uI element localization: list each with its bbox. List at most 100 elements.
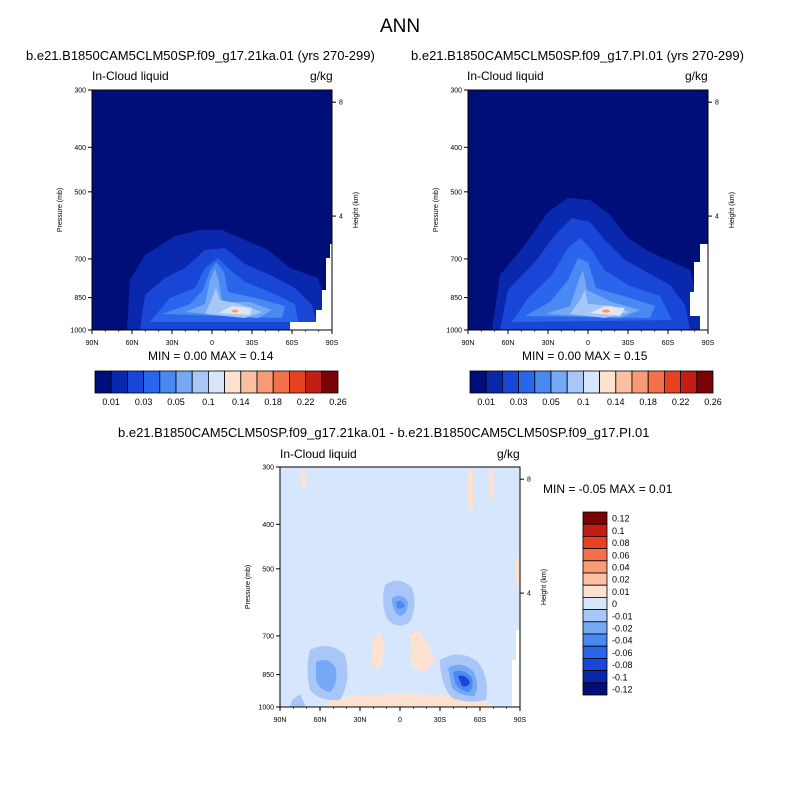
- colorbar-label: 0.14: [232, 397, 250, 407]
- y2-tick-label: 8: [339, 100, 343, 107]
- colorbar-swatch: [550, 370, 568, 394]
- colorbar-label: 0.01: [612, 587, 630, 597]
- colorbar-swatch: [175, 370, 193, 394]
- panel-1-colorbar: 0.01 0.03 0.05 0.1 0.14 0.18 0.22 0.26: [94, 370, 347, 407]
- colorbar-swatch: [501, 370, 519, 394]
- x-tick-label: 90N: [86, 340, 99, 347]
- colorbar-label: 0.1: [612, 526, 625, 536]
- colorbar-label: -0.12: [612, 685, 633, 695]
- colorbar-swatch: [272, 370, 290, 394]
- panel-3-units: g/kg: [497, 447, 520, 461]
- colorbar-swatch: [599, 370, 617, 394]
- colorbar-label: -0.08: [612, 660, 633, 670]
- y2-tick-label: 8: [715, 100, 719, 107]
- y-tick-label: 500: [450, 189, 462, 196]
- panel-3-left-label: In-Cloud liquid: [280, 447, 357, 461]
- colorbar-swatch: [582, 572, 608, 586]
- x-tick-label: 60S: [474, 717, 487, 724]
- colorbar-swatch: [518, 370, 536, 394]
- x-tick-label: 90S: [702, 340, 715, 347]
- x-tick-label: 0: [586, 340, 590, 347]
- x-tick-label: 60N: [126, 340, 139, 347]
- colorbar-swatch: [469, 370, 487, 394]
- colorbar-swatch: [305, 370, 323, 394]
- colorbar-swatch: [582, 658, 608, 672]
- colorbar-label: -0.01: [612, 611, 633, 621]
- y-tick-label: 400: [262, 522, 274, 529]
- colorbar-swatch: [256, 370, 274, 394]
- colorbar-label: 0.18: [264, 397, 282, 407]
- panel-1-left-label: In-Cloud liquid: [92, 69, 169, 83]
- panel-1-case-title: b.e21.B1850CAM5CLM50SP.f09_g17.21ka.01 (…: [26, 48, 375, 63]
- y-tick-label: 850: [262, 672, 274, 679]
- colorbar-swatch: [582, 621, 608, 635]
- y-tick-label: 850: [450, 295, 462, 302]
- colorbar-swatch: [680, 370, 698, 394]
- colorbar-swatch: [582, 511, 608, 525]
- x-tick-label: 60N: [502, 340, 515, 347]
- colorbar-swatch: [582, 523, 608, 537]
- colorbar-label: 0.26: [704, 397, 722, 407]
- panel-2-units: g/kg: [685, 69, 708, 83]
- y-tick-label: 700: [262, 633, 274, 640]
- panel-1-axes: 90N 60N 30N 0 30S 60S 90S 300 400 500 700 850 1000 Pr…: [57, 88, 360, 348]
- panel-3-case-title: b.e21.B1850CAM5CLM50SP.f09_g17.21ka.01 -…: [118, 425, 650, 440]
- colorbar-label: 0.26: [329, 397, 347, 407]
- panel-2-case-title: b.e21.B1850CAM5CLM50SP.f09_g17.PI.01 (yr…: [411, 48, 744, 63]
- colorbar-label: 0.05: [542, 397, 560, 407]
- colorbar-label: 0.12: [612, 514, 630, 524]
- colorbar-label: -0.02: [612, 624, 633, 634]
- colorbar-swatch: [582, 609, 608, 623]
- colorbar-swatch: [582, 560, 608, 574]
- panel-3-axes: 90N 60N 30N 0 30S 60S 90S 300 400 500 700 850 1000 Pr…: [245, 465, 548, 725]
- colorbar-swatch: [582, 536, 608, 550]
- x-tick-label: 60S: [286, 340, 299, 347]
- y-tick-label: 500: [74, 189, 86, 196]
- y-tick-label: 300: [262, 465, 274, 472]
- x-tick-label: 0: [210, 340, 214, 347]
- colorbar-swatch: [566, 370, 584, 394]
- colorbar-label: 0: [612, 599, 617, 609]
- colorbar-label: -0.1: [612, 672, 628, 682]
- colorbar-label: 0.03: [510, 397, 528, 407]
- colorbar-label: 0.02: [612, 575, 630, 585]
- x-tick-label: 0: [398, 717, 402, 724]
- x-tick-label: 30S: [434, 717, 447, 724]
- colorbar-label: 0.22: [672, 397, 690, 407]
- colorbar-label: 0.14: [607, 397, 625, 407]
- colorbar-swatch: [127, 370, 145, 394]
- colorbar-label: 0.1: [202, 397, 215, 407]
- colorbar-label: 0.03: [135, 397, 153, 407]
- colorbar-label: -0.06: [612, 648, 633, 658]
- y-axis-label: Pressure (mb): [245, 565, 252, 609]
- y2-axis-label: Height (km): [729, 192, 736, 228]
- y-tick-label: 1000: [446, 328, 462, 335]
- colorbar-label: 0.22: [297, 397, 315, 407]
- panel-2-contour-field: [468, 90, 708, 330]
- x-tick-label: 30N: [354, 717, 367, 724]
- colorbar-label: 0.06: [612, 550, 630, 560]
- panel-1-contour-field: [92, 90, 332, 330]
- colorbar-swatch: [534, 370, 552, 394]
- colorbar-label: 0.04: [612, 563, 630, 573]
- colorbar-swatch: [582, 584, 608, 598]
- colorbar-label: 0.08: [612, 538, 630, 548]
- y2-tick-label: 4: [339, 214, 343, 221]
- x-tick-label: 90N: [462, 340, 475, 347]
- y2-axis-label: Height (km): [353, 192, 360, 228]
- panel-3-minmax: MIN = -0.05 MAX = 0.01: [543, 482, 673, 496]
- colorbar-label: 0.01: [477, 397, 495, 407]
- colorbar-swatch: [159, 370, 177, 394]
- figure-title: ANN: [379, 16, 421, 37]
- x-tick-label: 60S: [662, 340, 675, 347]
- colorbar-swatch: [696, 370, 714, 394]
- colorbar-swatch: [582, 645, 608, 659]
- y-tick-label: 300: [450, 88, 462, 95]
- colorbar-label: 0.01: [102, 397, 120, 407]
- colorbar-swatch: [582, 597, 608, 611]
- x-tick-label: 60N: [314, 717, 327, 724]
- colorbar-swatch: [664, 370, 682, 394]
- colorbar-label: 0.1: [577, 397, 590, 407]
- y-axis-label: Pressure (mb): [433, 188, 440, 232]
- colorbar-label: 0.18: [639, 397, 657, 407]
